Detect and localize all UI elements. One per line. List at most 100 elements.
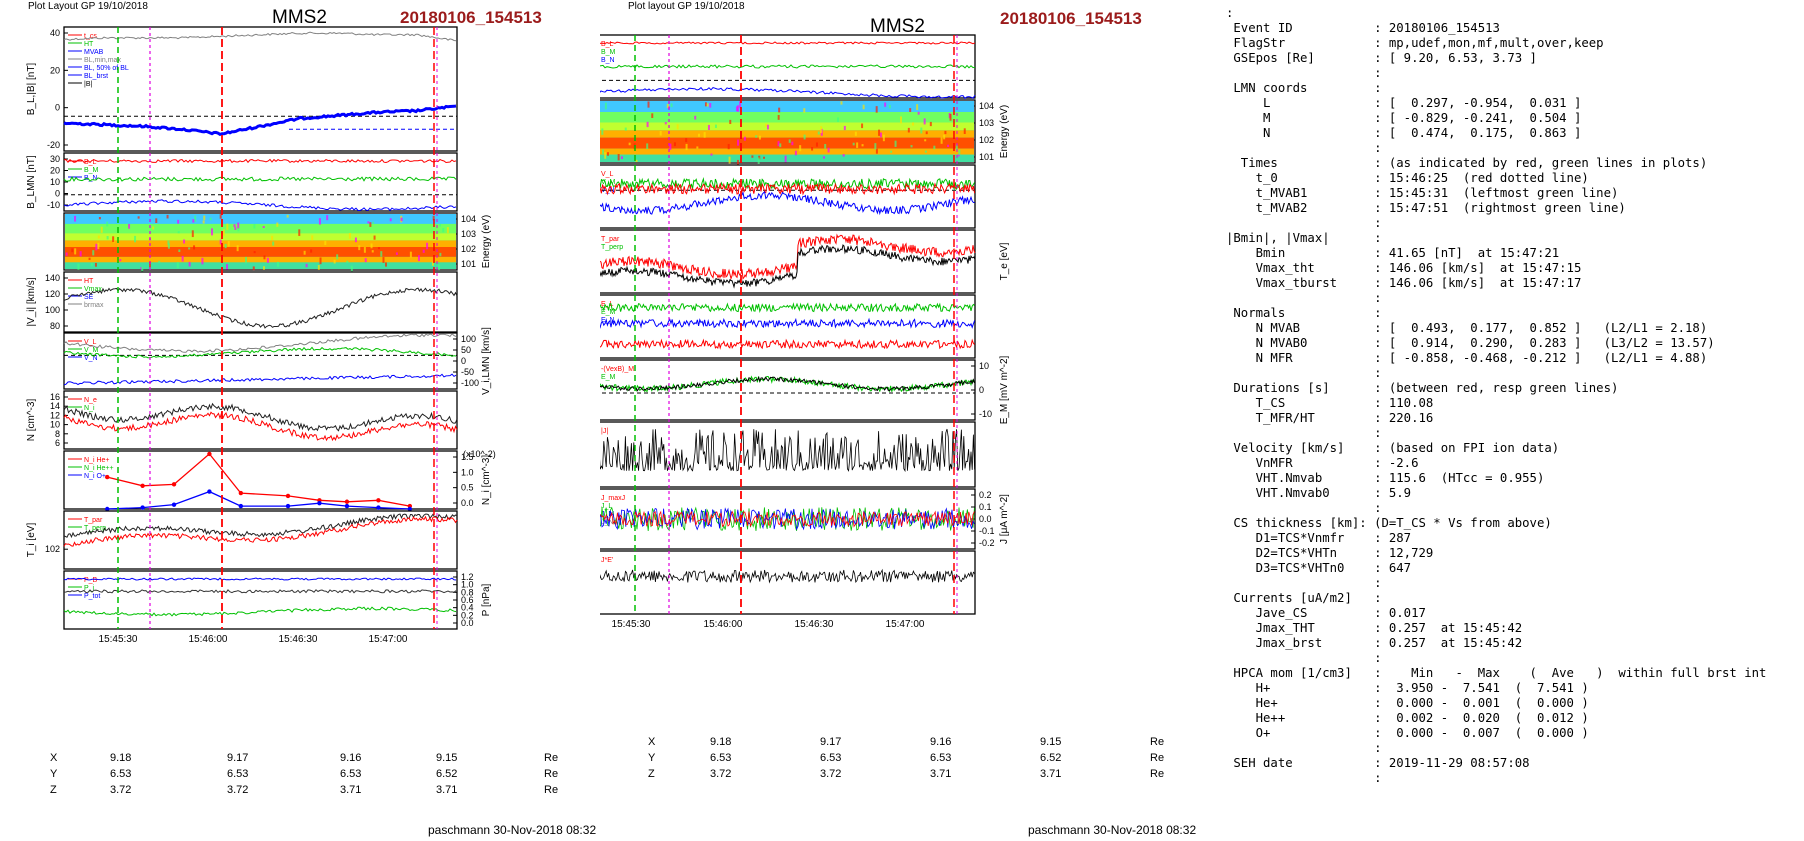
summary-line: Vmax_tburst : 146.06 [km/s] at 15:47:17	[1226, 276, 1582, 290]
y-tick-label: 0.0	[461, 498, 474, 508]
series-line-VM	[600, 182, 976, 196]
coord-unit: Re	[1150, 752, 1165, 764]
summary-line: :	[1226, 141, 1382, 155]
summary-line: L : [ 0.297, -0.954, 0.031 ]	[1226, 96, 1582, 110]
spectrogram-speck	[784, 155, 787, 163]
summary-line: GSEpos [Re] : [ 9.20, 6.53, 3.73 ]	[1226, 51, 1537, 65]
spectrogram-speck	[647, 101, 650, 108]
spectrogram-speck	[923, 118, 926, 125]
coord-label: X	[50, 752, 58, 764]
spectrogram-speck	[333, 259, 336, 264]
spectrogram-speck	[348, 232, 351, 239]
spectrogram-speck	[384, 262, 387, 267]
data-point	[317, 501, 322, 506]
series-line-Tperp	[600, 244, 976, 289]
spectrogram-band	[65, 214, 456, 224]
spectrogram-speck	[266, 257, 269, 263]
series-line-VM	[63, 346, 457, 359]
summary-line: VHT.Nmvab0 : 5.9	[1226, 486, 1412, 500]
spectrogram-speck	[431, 261, 434, 266]
series-line-BM	[600, 64, 976, 69]
series-line-O+	[107, 490, 410, 510]
time-tick-label: 15:45:30	[99, 634, 138, 645]
y-axis-label: E_M [mV m^-2]	[999, 355, 1010, 424]
spectrogram-speck	[879, 132, 882, 138]
spectrogram-speck	[606, 152, 609, 156]
spectrogram-speck	[620, 156, 623, 160]
spectrogram-speck	[106, 221, 109, 227]
spectrogram-band	[600, 111, 974, 123]
summary-line: N MVAB0 : [ 0.914, 0.290, 0.283 ] (L3/L2…	[1226, 336, 1715, 350]
legend-label: MVAB	[84, 49, 104, 56]
coord-row-z: Z 3.72 3.72 3.71 3.71 Re	[648, 768, 1168, 784]
coord-value: 3.72	[110, 784, 132, 796]
spectrogram-speck	[763, 156, 766, 159]
data-point	[376, 505, 381, 510]
y-tick-label: 102	[461, 244, 476, 254]
y-tick-label: -0.2	[979, 538, 995, 548]
panel-frame	[63, 510, 458, 570]
coord-value: 6.53	[930, 752, 952, 764]
legend-label: J_M	[601, 511, 614, 518]
left-footer: paschmann 30-Nov-2018 08:32	[428, 823, 597, 837]
spectrogram-speck	[685, 143, 688, 151]
coord-value: 9.18	[710, 736, 732, 748]
spectrogram-speck	[957, 154, 960, 157]
spectrogram-speck	[88, 257, 91, 261]
spectrogram-speck	[90, 263, 93, 267]
spectrogram-speck	[326, 215, 329, 221]
spectrogram-speck	[624, 127, 627, 131]
spectrogram-speck	[673, 142, 676, 147]
series-line-He++	[107, 452, 410, 507]
data-point	[207, 451, 212, 457]
spectrogram-speck	[370, 243, 373, 249]
spectrogram-speck	[272, 241, 275, 246]
summary-line: Bmin : 41.65 [nT] at 15:47:21	[1226, 246, 1560, 260]
spectrogram-speck	[128, 223, 131, 229]
series-line-Ptot	[63, 577, 457, 581]
series-line-J	[600, 428, 975, 473]
legend-label: t_cs	[84, 33, 97, 40]
coord-unit: Re	[544, 768, 559, 780]
legend-label: T_par	[84, 517, 103, 524]
spectrogram-speck	[766, 124, 769, 130]
summary-line: SEH date : 2019-11-29 08:57:08	[1226, 756, 1530, 770]
coord-unit: Re	[544, 784, 559, 796]
panel-frame	[600, 359, 976, 421]
legend-label: J*E'	[601, 557, 613, 564]
legend-label: V_N	[84, 355, 98, 362]
summary-line: Vmax_tht : 146.06 [km/s] at 15:47:15	[1226, 261, 1582, 275]
legend-label: J_maxJ	[601, 495, 625, 502]
spectrogram-speck	[943, 134, 946, 140]
spectrogram-speck	[363, 246, 366, 253]
panel-frame	[63, 390, 458, 450]
coord-value: 3.72	[820, 768, 842, 780]
summary-line: :	[1226, 426, 1382, 440]
spectrogram-speck	[601, 128, 604, 135]
spectrogram-speck	[203, 215, 206, 221]
spectrogram-band	[65, 247, 456, 257]
spectrogram-speck	[910, 145, 913, 148]
summary-line: He+ : 0.000 - 0.001 ( 0.000 )	[1226, 696, 1589, 710]
spectrogram-speck	[426, 242, 429, 250]
legend-label: P_tot	[84, 593, 100, 600]
spectrogram-speck	[137, 216, 140, 219]
spectrogram-band	[65, 262, 456, 269]
spectrogram-speck	[799, 145, 802, 152]
spectrogram-speck	[188, 247, 191, 250]
legend-label: V_M	[84, 347, 99, 354]
spectrogram-speck	[319, 257, 322, 265]
spectrogram-speck	[209, 217, 212, 221]
spectrogram-speck	[875, 148, 878, 154]
time-tick-label: 15:46:00	[189, 634, 228, 645]
legend-label: B_N	[601, 57, 615, 64]
spectrogram-speck	[176, 262, 179, 269]
y-tick-label: 104	[461, 214, 476, 224]
series-line-BL	[63, 104, 457, 137]
series-line-EM	[600, 317, 976, 329]
summary-line: :	[1226, 651, 1382, 665]
panel-frame	[63, 212, 458, 271]
summary-line: D1=TCS*Vnmfr : 287	[1226, 531, 1412, 545]
spectrogram-speck	[226, 264, 229, 270]
spectrogram-speck	[77, 263, 80, 270]
